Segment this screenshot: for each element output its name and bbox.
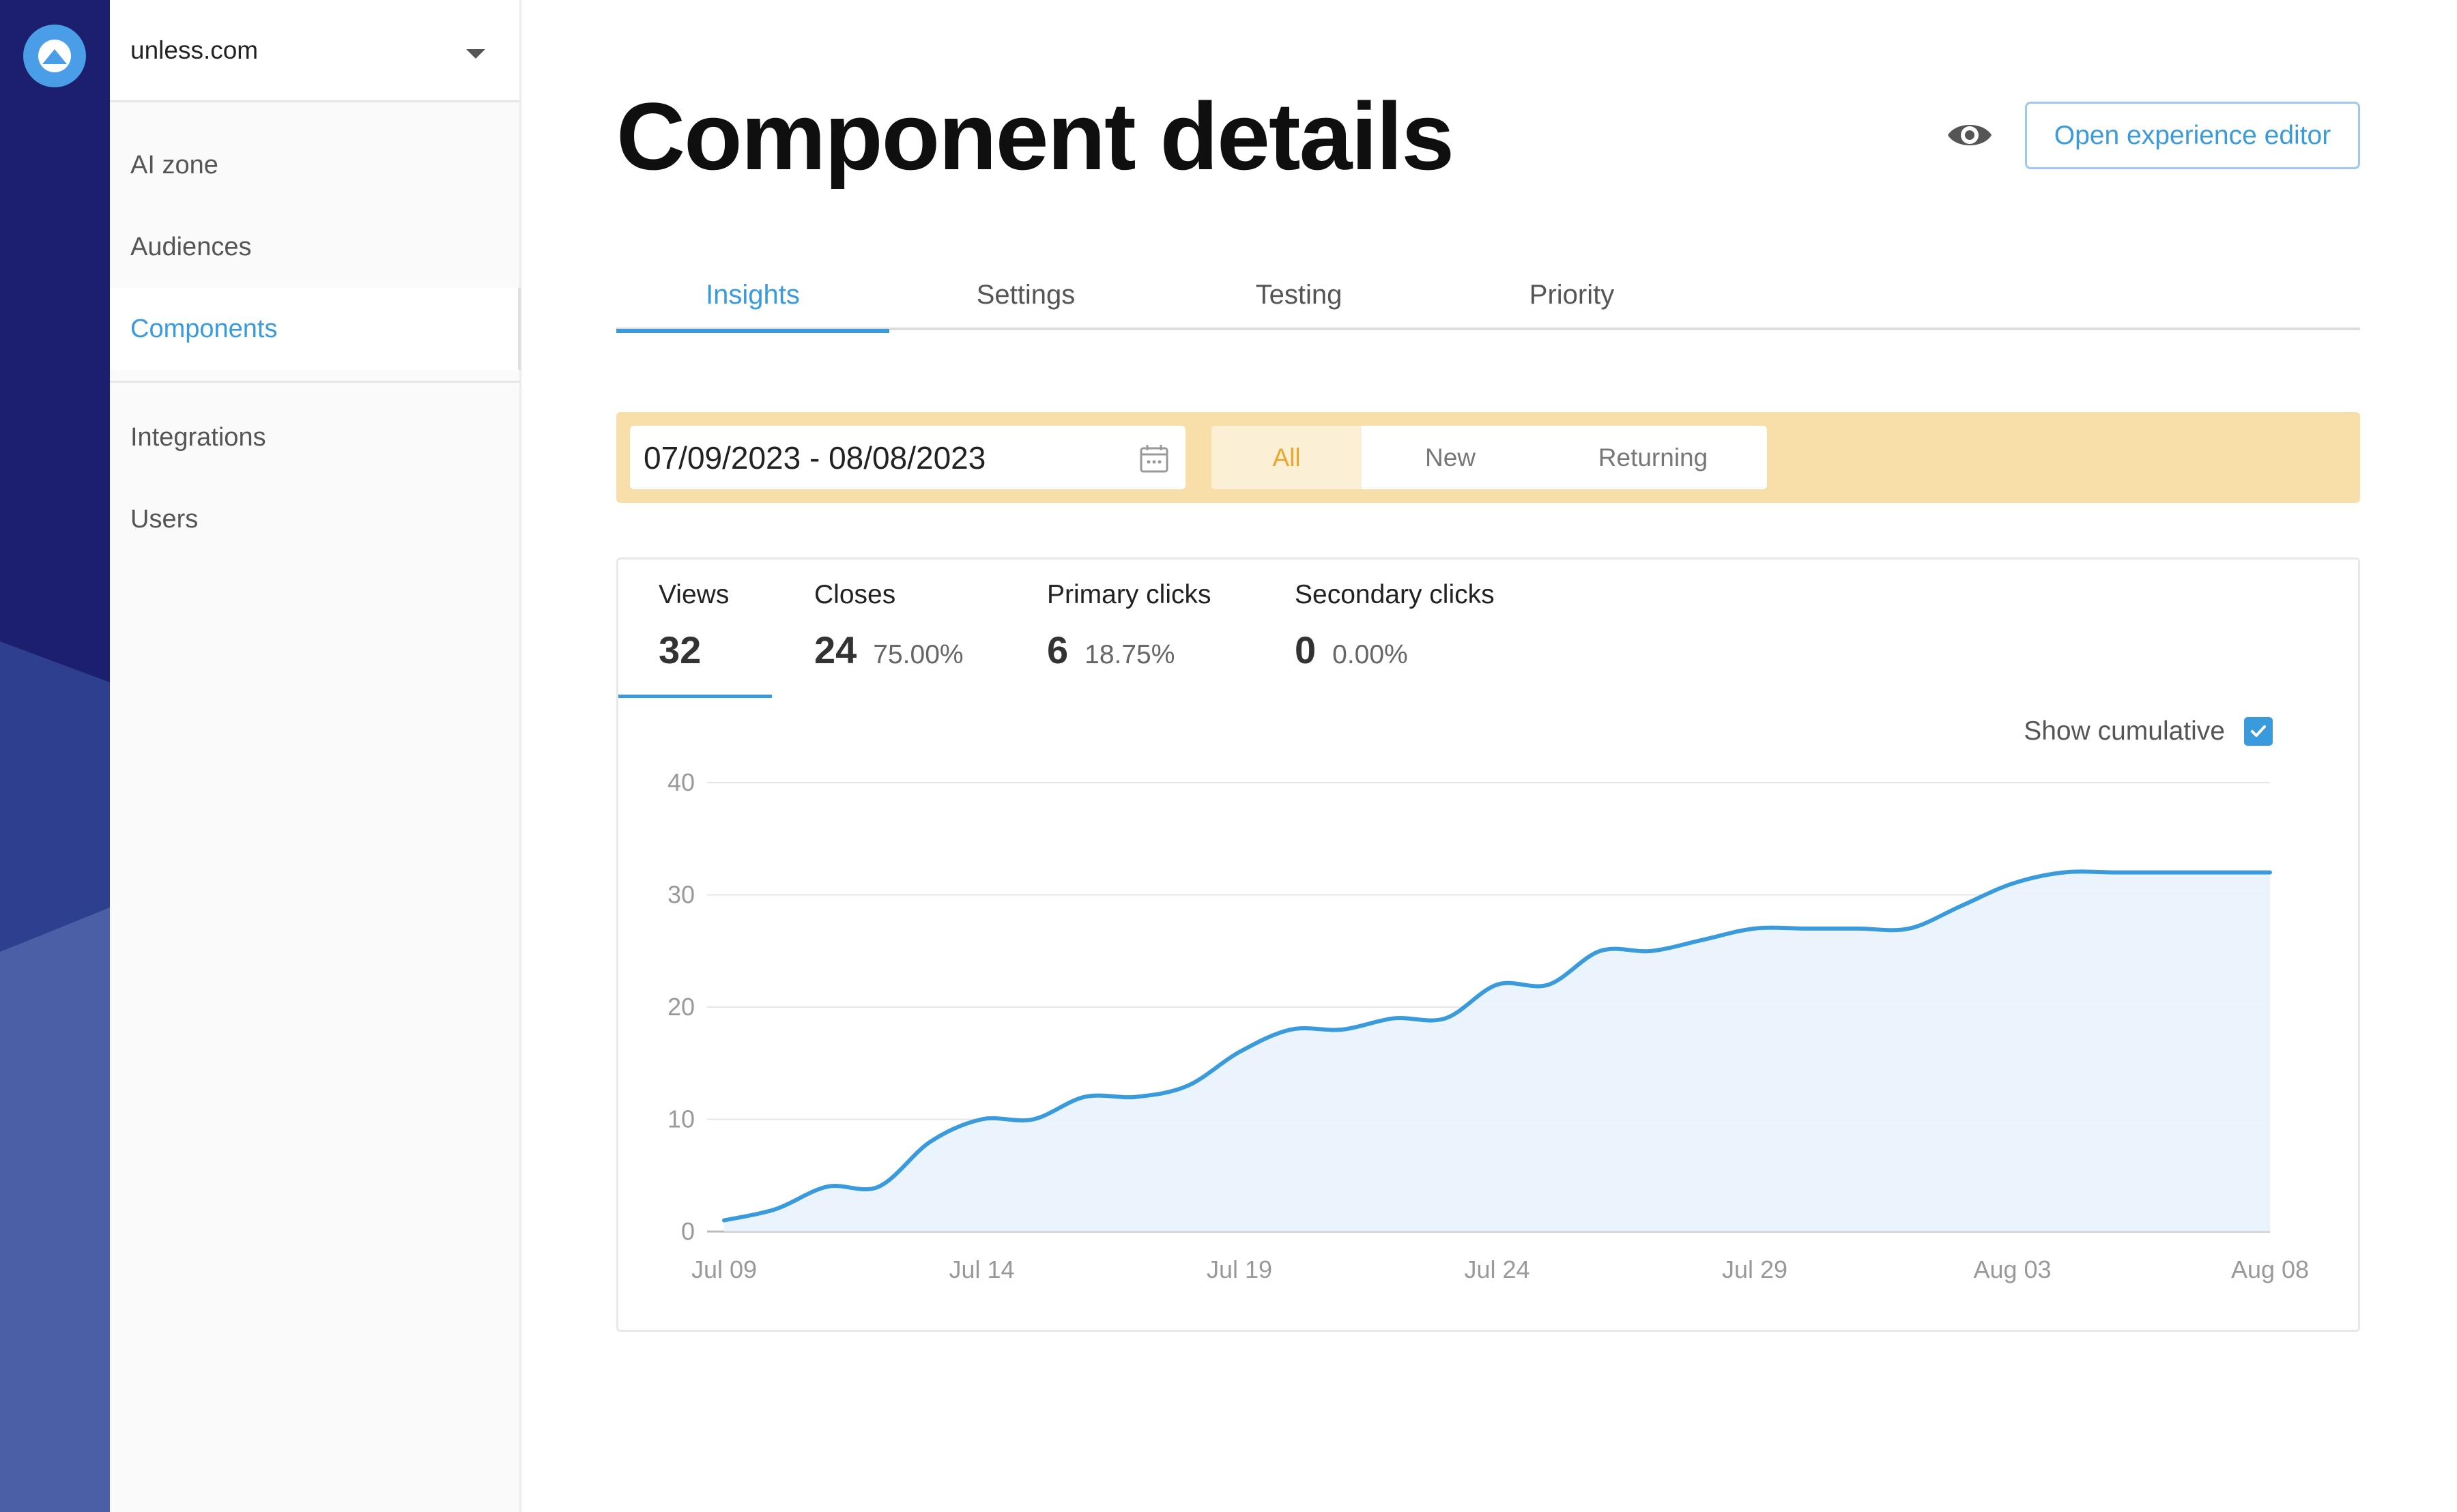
active-metric-indicator <box>618 695 772 698</box>
date-range-value: 07/09/2023 - 08/08/2023 <box>644 439 986 476</box>
metric-label: Secondary clicks <box>1295 580 1495 609</box>
insights-card: 0 10 20 30 40 Jul 09 Jul 14 Jul 19 Jul 24 Jul 29 A… <box>616 557 2360 1332</box>
tab-insights[interactable]: Insights <box>616 259 889 333</box>
metric-value: 24 <box>814 628 857 671</box>
nav-secondary: Integrations Users <box>110 396 519 560</box>
metric-label: Views <box>659 580 730 609</box>
sidebar-item-components[interactable]: Components <box>110 288 521 370</box>
sidebar-divider <box>110 381 519 383</box>
tab-testing[interactable]: Testing <box>1255 279 1342 310</box>
segment-all[interactable]: All <box>1211 426 1362 489</box>
series-line <box>722 869 2272 1223</box>
metric-value: 6 <box>1047 628 1069 671</box>
rail-background-shapes <box>0 641 110 1512</box>
metric-secondary-clicks[interactable]: Secondary clicks 0 0.00% <box>1295 580 1495 672</box>
sidebar-item-integrations[interactable]: Integrations <box>130 422 266 452</box>
y-tick-label: 20 <box>667 993 695 1021</box>
sidebar-item-ai-zone[interactable]: AI zone <box>130 150 218 179</box>
eye-icon[interactable] <box>1946 115 1994 156</box>
metric-percentage: 0.00% <box>1332 640 1408 669</box>
y-tick-label: 10 <box>667 1105 695 1133</box>
metric-primary-clicks[interactable]: Primary clicks 6 18.75% <box>1047 580 1211 672</box>
tab-priority[interactable]: Priority <box>1529 279 1615 310</box>
visitor-segment-toggle: All New Returning <box>1211 426 1767 489</box>
metric-percentage: 75.00% <box>873 640 964 669</box>
segment-new[interactable]: New <box>1424 443 1476 471</box>
x-tick-label: Jul 14 <box>949 1255 1014 1283</box>
site-selector[interactable]: unless.com <box>110 0 519 102</box>
x-tick-label: Jul 09 <box>691 1255 757 1283</box>
x-tick-label: Jul 29 <box>1722 1255 1787 1283</box>
metric-value: 0 <box>1295 628 1317 671</box>
metric-value: 32 <box>659 628 702 671</box>
sidebar-item-audiences[interactable]: Audiences <box>130 232 252 261</box>
nav-primary: AI zone Audiences Components <box>110 102 521 370</box>
checkmark-icon <box>2251 725 2266 737</box>
app-logo-icon[interactable] <box>23 25 86 87</box>
metric-percentage: 18.75% <box>1084 640 1175 669</box>
cumulative-views-chart: 0 10 20 30 40 Jul 09 Jul 14 Jul 19 Jul 24 Jul 29 A… <box>667 768 2309 1283</box>
filter-bar: 07/09/2023 - 08/08/2023 All New Returnin… <box>616 412 2360 503</box>
open-experience-editor-button[interactable]: Open experience editor <box>2025 102 2360 169</box>
x-tick-label: Jul 19 <box>1207 1255 1272 1283</box>
metric-label: Closes <box>814 580 896 609</box>
tab-bar: Insights Settings Testing Priority <box>616 259 2360 333</box>
segment-returning[interactable]: Returning <box>1598 443 1708 471</box>
y-tick-label: 0 <box>681 1217 695 1245</box>
series-area <box>724 871 2270 1232</box>
show-cumulative-checkbox[interactable] <box>2244 717 2273 746</box>
y-tick-label: 30 <box>667 881 695 909</box>
date-range-input[interactable]: 07/09/2023 - 08/08/2023 <box>630 426 1186 489</box>
calendar-icon[interactable] <box>1139 444 1169 474</box>
x-tick-label: Jul 24 <box>1464 1255 1529 1283</box>
brand-rail <box>0 0 110 1512</box>
metric-closes[interactable]: Closes 24 75.00% <box>814 580 964 672</box>
metric-label: Primary clicks <box>1047 580 1211 609</box>
sidebar-item-users[interactable]: Users <box>130 504 199 534</box>
y-tick-label: 40 <box>667 768 695 796</box>
x-tick-label: Aug 03 <box>1973 1255 2051 1283</box>
show-cumulative-toggle: Show cumulative <box>2024 716 2273 746</box>
page-title: Component details <box>616 83 1454 190</box>
tab-settings[interactable]: Settings <box>976 279 1076 310</box>
sidebar: unless.com AI zone Audiences Components … <box>110 0 521 1512</box>
metric-views[interactable]: Views 32 <box>659 580 729 672</box>
site-name: unless.com <box>130 35 259 64</box>
show-cumulative-label: Show cumulative <box>2024 716 2225 746</box>
chevron-down-icon <box>466 49 485 59</box>
x-tick-label: Aug 08 <box>2231 1255 2309 1283</box>
